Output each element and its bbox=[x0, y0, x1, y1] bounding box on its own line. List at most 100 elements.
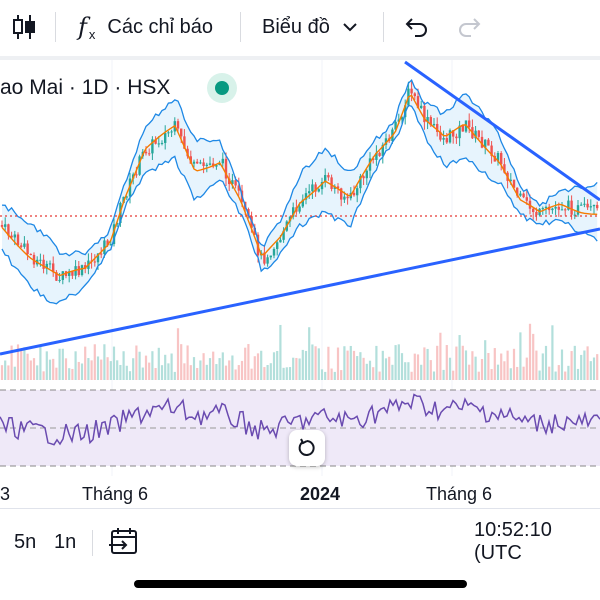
volume-bar bbox=[394, 345, 397, 380]
volume-bar bbox=[26, 353, 29, 380]
candle-body bbox=[160, 142, 164, 144]
volume-bar bbox=[461, 345, 464, 380]
candle-body bbox=[500, 153, 503, 165]
candle-body bbox=[330, 177, 333, 189]
candle-body bbox=[103, 240, 106, 255]
candle-body bbox=[308, 191, 311, 194]
candle-body bbox=[276, 242, 279, 249]
candle-body bbox=[52, 263, 55, 273]
candle-body bbox=[0, 225, 4, 227]
candle-body bbox=[20, 245, 23, 247]
volume-bar bbox=[154, 368, 157, 380]
toolbar-divider bbox=[55, 12, 56, 42]
chevron-down-icon bbox=[343, 23, 357, 32]
candle-body bbox=[68, 271, 71, 276]
volume-bar bbox=[471, 351, 474, 380]
volume-bars bbox=[0, 323, 599, 380]
volume-bar bbox=[458, 335, 461, 380]
volume-bar bbox=[589, 361, 592, 380]
volume-bar bbox=[29, 360, 32, 380]
volume-bar bbox=[445, 345, 448, 380]
candle-body bbox=[215, 165, 218, 167]
undo-button[interactable] bbox=[403, 0, 429, 54]
candle-body bbox=[557, 206, 560, 210]
volume-bar bbox=[301, 349, 304, 380]
candle-body bbox=[596, 204, 599, 209]
volume-bar bbox=[352, 350, 356, 380]
volume-bar bbox=[311, 344, 314, 380]
volume-bar bbox=[308, 327, 311, 380]
volume-bar bbox=[106, 357, 109, 380]
candle-body bbox=[272, 248, 276, 256]
volume-bar bbox=[84, 346, 87, 380]
volume-bar bbox=[509, 368, 512, 380]
upper-trendline[interactable] bbox=[404, 60, 600, 202]
volume-bar bbox=[362, 357, 365, 380]
candle-body bbox=[4, 224, 7, 227]
candle-body bbox=[532, 208, 535, 212]
volume-bar bbox=[493, 348, 496, 380]
volume-bar bbox=[205, 364, 208, 380]
volume-bar bbox=[212, 351, 215, 380]
volume-bar bbox=[288, 367, 292, 380]
volume-bar bbox=[160, 365, 164, 380]
candle-body bbox=[192, 161, 196, 164]
candle-body bbox=[247, 209, 250, 217]
symbol-legend[interactable]: ao Mai · 1D · HSX bbox=[0, 74, 170, 102]
price-chart[interactable] bbox=[0, 56, 600, 476]
candle-body bbox=[480, 136, 484, 148]
candle-body bbox=[106, 240, 109, 246]
candle-body bbox=[154, 139, 157, 144]
volume-bar bbox=[202, 353, 205, 380]
volume-bar bbox=[570, 351, 573, 380]
volume-bar bbox=[580, 354, 583, 380]
go-to-date-button[interactable] bbox=[108, 522, 140, 562]
volume-bar bbox=[407, 362, 410, 380]
xaxis-label: 3 bbox=[0, 484, 11, 504]
volume-bar bbox=[477, 371, 480, 380]
volume-bar bbox=[112, 346, 116, 380]
volume-bar bbox=[557, 365, 560, 380]
candle-body bbox=[336, 186, 340, 189]
range-5y-button[interactable]: 5n bbox=[14, 522, 36, 562]
candle-body bbox=[80, 265, 84, 276]
candle-body bbox=[442, 138, 445, 140]
candle-body bbox=[413, 93, 416, 97]
candle-body bbox=[180, 128, 183, 137]
volume-bar bbox=[525, 357, 528, 380]
range-1y-button[interactable]: 1n bbox=[54, 522, 76, 562]
reset-icon bbox=[298, 438, 315, 456]
volume-bar bbox=[295, 357, 298, 380]
candle-body bbox=[84, 265, 87, 269]
candle-body bbox=[484, 139, 487, 148]
chart-type-button[interactable]: Biểu đồ bbox=[262, 0, 358, 54]
volume-bar bbox=[196, 367, 199, 380]
candle-body bbox=[458, 125, 461, 139]
redo-button[interactable] bbox=[457, 0, 483, 54]
volume-bar bbox=[39, 344, 42, 380]
candle-body bbox=[356, 188, 359, 196]
clock-display[interactable]: 10:52:10 (UTC bbox=[474, 519, 600, 564]
volume-bar bbox=[218, 358, 221, 380]
volume-bar bbox=[391, 364, 394, 380]
volume-bar bbox=[343, 346, 346, 380]
candle-body bbox=[548, 206, 551, 211]
candle-body bbox=[564, 209, 567, 211]
toolbar-divider bbox=[240, 12, 241, 42]
candle-body bbox=[71, 271, 74, 276]
candle-body bbox=[55, 272, 58, 281]
candlestick-chart-icon[interactable] bbox=[10, 0, 38, 54]
candle-body bbox=[567, 200, 570, 210]
candle-body bbox=[202, 162, 205, 167]
market-status-icon[interactable] bbox=[207, 73, 237, 103]
reset-chart-button[interactable] bbox=[289, 430, 325, 466]
candle-body bbox=[474, 130, 477, 139]
lower-trendline[interactable] bbox=[0, 227, 600, 356]
volume-bar bbox=[346, 350, 349, 380]
candle-body bbox=[368, 158, 372, 171]
candle-body bbox=[426, 117, 429, 123]
candle-body bbox=[301, 199, 304, 207]
rsi-line bbox=[0, 393, 600, 446]
volume-bar bbox=[61, 348, 64, 380]
